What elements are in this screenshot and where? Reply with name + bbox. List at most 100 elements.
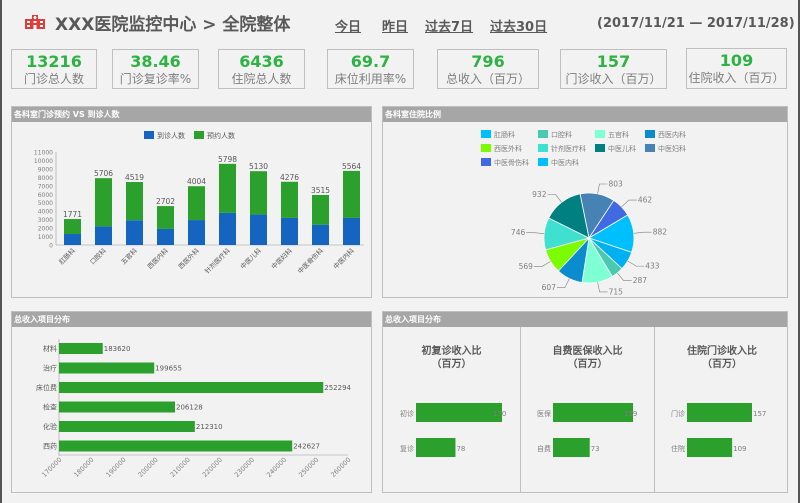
kpi-label: 住院收入（百万）: [688, 71, 785, 85]
bar-appointments[interactable]: [95, 178, 112, 227]
x-tick: 240000: [265, 456, 288, 479]
ratio-bar[interactable]: [553, 438, 590, 457]
nav-last-7-days[interactable]: 过去7日: [425, 20, 474, 35]
kpi-outpatient-income: 157 门诊收入（百万）: [560, 49, 667, 89]
y-tick: 1000: [38, 234, 53, 241]
bar-appointments[interactable]: [126, 182, 143, 221]
bar-category-label: 初诊: [400, 409, 414, 418]
y-tick: 0: [49, 243, 53, 250]
sub-chart-first-revisit: 初复诊收入比 （百万） 初诊 170 复诊 78: [383, 327, 521, 492]
bar-category-label: 医保: [537, 409, 551, 418]
bar-category-label: 住院: [671, 444, 685, 453]
legend-label: 中医骨伤科: [494, 158, 529, 167]
x-tick: 针剂医疗科: [203, 246, 233, 276]
kpi-label: 门诊收入（百万）: [565, 72, 662, 86]
income-bar[interactable]: [59, 343, 103, 354]
bar-value-label: 242627: [293, 443, 320, 451]
ratio-bar[interactable]: [553, 403, 633, 422]
bar-appointments[interactable]: [312, 194, 329, 225]
x-tick: 西医外科: [176, 246, 201, 271]
y-category-label: 治疗: [43, 364, 57, 373]
kpi-label: 住院总人数: [231, 72, 292, 86]
sub-title: 住院门诊收入比: [687, 346, 757, 357]
kpi-bed-utilization: 69.7 床位利用率%: [327, 49, 414, 89]
bar-arrivals[interactable]: [126, 220, 143, 245]
income-bar[interactable]: [59, 401, 176, 413]
x-tick: 中医儿科: [238, 246, 263, 271]
income-bar[interactable]: [59, 382, 324, 393]
bar-arrivals[interactable]: [250, 214, 267, 245]
bar-appointments[interactable]: [281, 181, 298, 218]
bar-value-label: 1771: [63, 210, 82, 219]
income-bar[interactable]: [59, 362, 155, 374]
nav-last-30-days[interactable]: 过去30日: [490, 20, 548, 35]
ratio-bar[interactable]: [416, 438, 456, 457]
bar-value-label: 78: [456, 445, 465, 453]
legend-swatch: [595, 130, 605, 138]
bar-arrivals[interactable]: [64, 234, 81, 245]
bar-appointments[interactable]: [343, 170, 360, 218]
bar-value-label: 5130: [249, 162, 268, 171]
pie-value-label: 607: [542, 283, 557, 292]
legend-swatch: [538, 130, 548, 138]
income-bar[interactable]: [59, 440, 293, 452]
kpi-revisit-rate: 38.46 门诊复诊率%: [112, 49, 199, 89]
income-bar[interactable]: [59, 421, 195, 432]
bar-category-label: 门诊: [671, 409, 685, 418]
ratio-bar[interactable]: [687, 403, 752, 422]
page-title: XXX医院监控中心 > 全院整体: [55, 15, 291, 35]
y-tick: 11000: [34, 150, 53, 157]
bar-arrivals[interactable]: [281, 217, 298, 245]
bar-arrivals[interactable]: [157, 228, 174, 245]
x-tick: 210000: [169, 456, 192, 479]
bar-value-label: 199655: [155, 365, 182, 373]
bar-appointments[interactable]: [64, 219, 81, 235]
bar-value-label: 157: [753, 410, 766, 418]
kpi-label: 总收入（百万）: [445, 72, 530, 86]
sub-title-unit: （百万）: [702, 359, 742, 370]
x-tick: 180000: [72, 456, 95, 479]
sub-bar-chart: 医保 159 自费 73: [537, 403, 637, 457]
horizontal-bar-chart: 材料 183620 治疗 199655 床位费 252294 检查 206128 化验 21231…: [36, 339, 352, 479]
pie-value-label: 715: [609, 287, 624, 296]
y-tick: 6000: [38, 192, 53, 199]
y-tick: 8000: [38, 175, 53, 182]
bar-appointments[interactable]: [250, 171, 267, 215]
legend-swatch: [645, 130, 655, 138]
bar-value-label: 159: [624, 410, 637, 418]
bar-appointments[interactable]: [188, 186, 205, 221]
legend-swatch: [538, 158, 548, 166]
bar-arrivals[interactable]: [188, 220, 205, 245]
sub-chart-inpatient-outpatient: 住院门诊收入比 （百万） 门诊 157 住院 109: [655, 327, 789, 492]
kpi-label: 床位利用率%: [334, 72, 407, 86]
bar-arrivals[interactable]: [343, 217, 360, 245]
ratio-bar[interactable]: [416, 403, 502, 422]
panel-title: 各科室住院比例: [383, 107, 787, 122]
bar-appointments[interactable]: [157, 206, 174, 229]
bar-arrivals[interactable]: [219, 212, 236, 245]
y-category-label: 西药: [43, 442, 57, 451]
bar-value-label: 4519: [125, 173, 144, 182]
nav-yesterday[interactable]: 昨日: [382, 20, 409, 35]
bar-arrivals[interactable]: [312, 224, 329, 245]
legend-swatch: [481, 144, 491, 152]
kpi-label: 门诊复诊率%: [119, 72, 192, 86]
legend-swatch: [645, 144, 655, 152]
bar-value-label: 4004: [187, 177, 206, 186]
kpi-value: 109: [719, 51, 754, 70]
pie-value-label: 803: [608, 180, 623, 189]
pie-value-label: 932: [532, 190, 547, 199]
pie-value-label: 433: [645, 262, 660, 271]
bar-appointments[interactable]: [219, 163, 236, 213]
legend-label: 口腔科: [551, 130, 572, 139]
sub-chart-self-insurance: 自费医保收入比 （百万） 医保 159 自费 73: [521, 327, 655, 492]
bar-value-label: 183620: [104, 345, 131, 353]
hospital-icon: [25, 15, 45, 29]
nav-today[interactable]: 今日: [335, 20, 362, 35]
ratio-bar[interactable]: [687, 438, 733, 457]
bar-arrivals[interactable]: [95, 226, 112, 245]
bar-value-label: 206128: [176, 404, 203, 412]
kpi-inpatient-total: 6436 住院总人数: [218, 49, 305, 89]
sub-title-unit: （百万）: [431, 359, 472, 370]
